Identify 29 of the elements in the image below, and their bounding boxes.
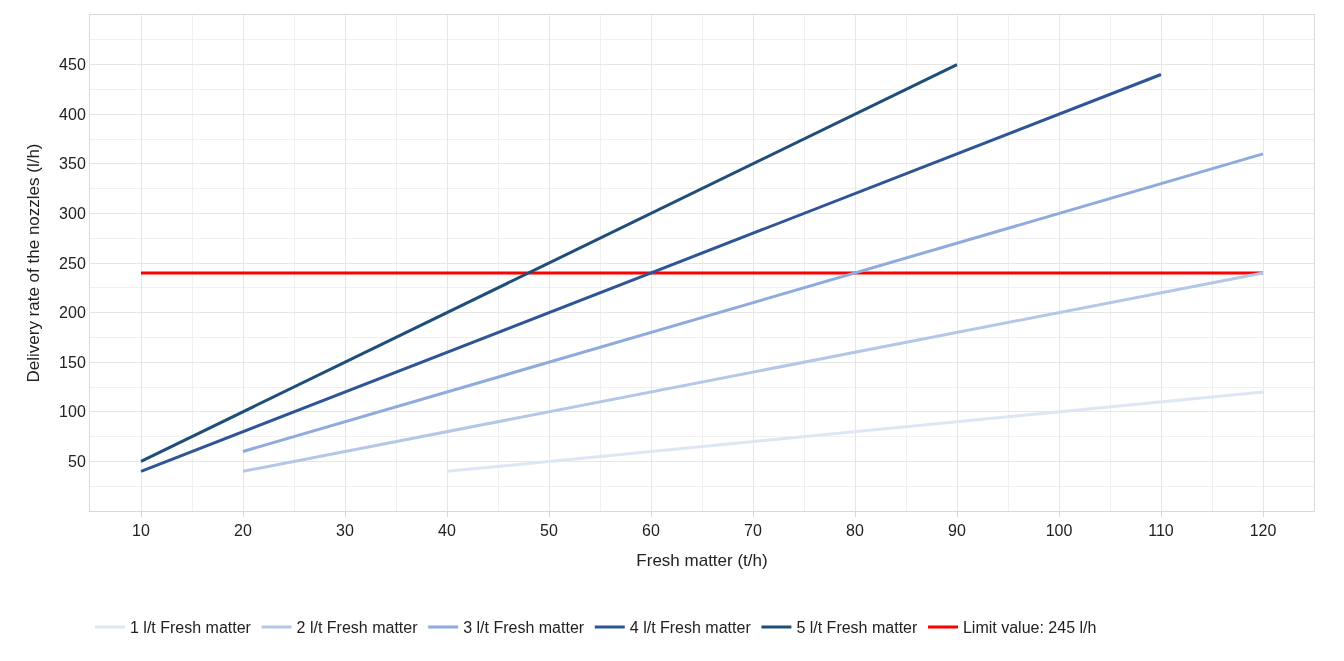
x-tick-label: 70 <box>744 522 762 540</box>
y-tick-label: 450 <box>59 56 86 74</box>
legend-label: 4 l/t Fresh matter <box>629 619 752 637</box>
x-tick-label: 80 <box>846 522 864 540</box>
x-tick-label: 30 <box>336 522 354 540</box>
legend-label: 2 l/t Fresh matter <box>296 619 419 637</box>
y-axis-title: Delivery rate of the nozzles (l/h) <box>23 143 43 383</box>
y-tick-label: 250 <box>59 254 86 272</box>
x-tick-label: 90 <box>948 522 966 540</box>
x-tick-label: 110 <box>1148 522 1174 540</box>
legend-label: 1 l/t Fresh matter <box>130 619 252 637</box>
legend-label: 3 l/t Fresh matter <box>463 619 585 637</box>
x-tick-label: 10 <box>132 522 150 540</box>
x-tick-label: 50 <box>540 522 558 540</box>
y-tick-label: 50 <box>68 453 86 470</box>
y-tick-label: 100 <box>59 403 86 421</box>
y-tick-label: 300 <box>59 205 86 222</box>
legend-label: Limit value: 245 l/h <box>962 619 1097 637</box>
x-axis-title: Fresh matter (t/h) <box>636 550 768 570</box>
y-tick-label: 400 <box>59 105 86 123</box>
x-tick-label: 20 <box>234 522 252 540</box>
x-tick-label: 60 <box>642 522 660 540</box>
y-tick-label: 150 <box>59 353 86 371</box>
legend-label: 5 l/t Fresh matter <box>796 619 918 637</box>
y-tick-label: 350 <box>59 155 86 173</box>
x-tick-label: 120 <box>1249 522 1277 540</box>
x-tick-label: 40 <box>438 522 456 540</box>
y-tick-label: 200 <box>59 304 86 322</box>
x-tick-label: 100 <box>1045 522 1073 540</box>
